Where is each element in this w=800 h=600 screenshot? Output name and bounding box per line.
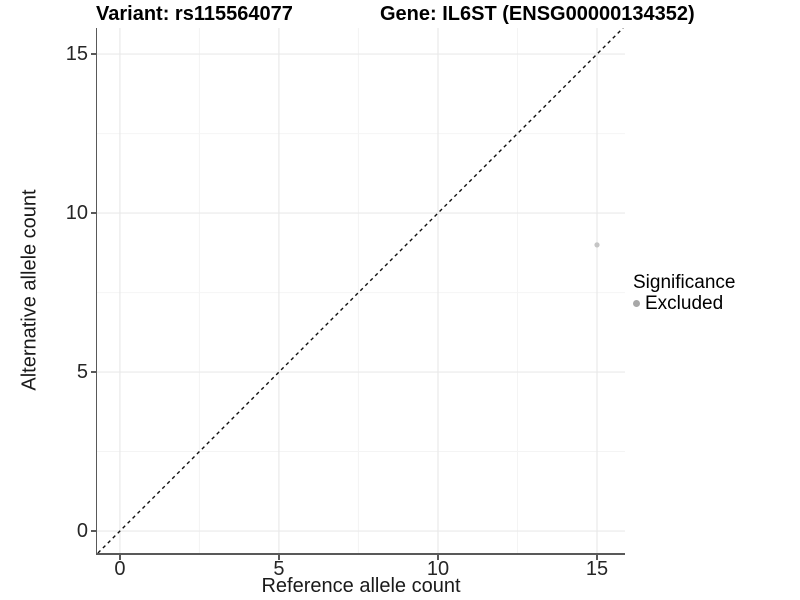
- legend-point-icon: [633, 300, 640, 307]
- y-axis-line: [95, 28, 98, 555]
- x-tick-label: 0: [114, 558, 126, 580]
- gene-title: Gene: IL6ST (ENSG00000134352): [380, 3, 695, 25]
- legend: Significance Excluded: [633, 272, 735, 314]
- x-axis-title: Reference allele count: [261, 575, 461, 597]
- y-tick-mark: [90, 371, 96, 373]
- y-tick-mark: [90, 53, 96, 55]
- x-tick-mark: [278, 554, 280, 560]
- data-point: [594, 242, 600, 248]
- plot-canvas: [97, 28, 625, 553]
- x-tick-label: 15: [585, 558, 609, 580]
- legend-title: Significance: [633, 272, 736, 293]
- x-tick-mark: [119, 554, 121, 560]
- x-axis-line: [95, 553, 625, 555]
- legend-item-label: Excluded: [645, 293, 724, 314]
- y-tick-label: 0: [76, 520, 88, 543]
- x-tick-mark: [596, 554, 598, 560]
- y-tick-label: 5: [76, 361, 88, 384]
- y-axis-title: Alternative allele count: [18, 189, 41, 391]
- y-tick-mark: [90, 530, 96, 532]
- y-tick-label: 15: [65, 43, 88, 66]
- x-tick-label: 10: [426, 558, 450, 580]
- x-tick-mark: [437, 554, 439, 560]
- y-tick-mark: [90, 212, 96, 214]
- x-tick-label: 5: [273, 558, 285, 580]
- y-tick-label: 10: [65, 202, 88, 225]
- plot-panel: [97, 28, 625, 553]
- variant-title: Variant: rs115564077: [96, 3, 293, 25]
- legend-item-excluded: Excluded: [633, 293, 735, 314]
- identity-reference-line: [97, 28, 624, 553]
